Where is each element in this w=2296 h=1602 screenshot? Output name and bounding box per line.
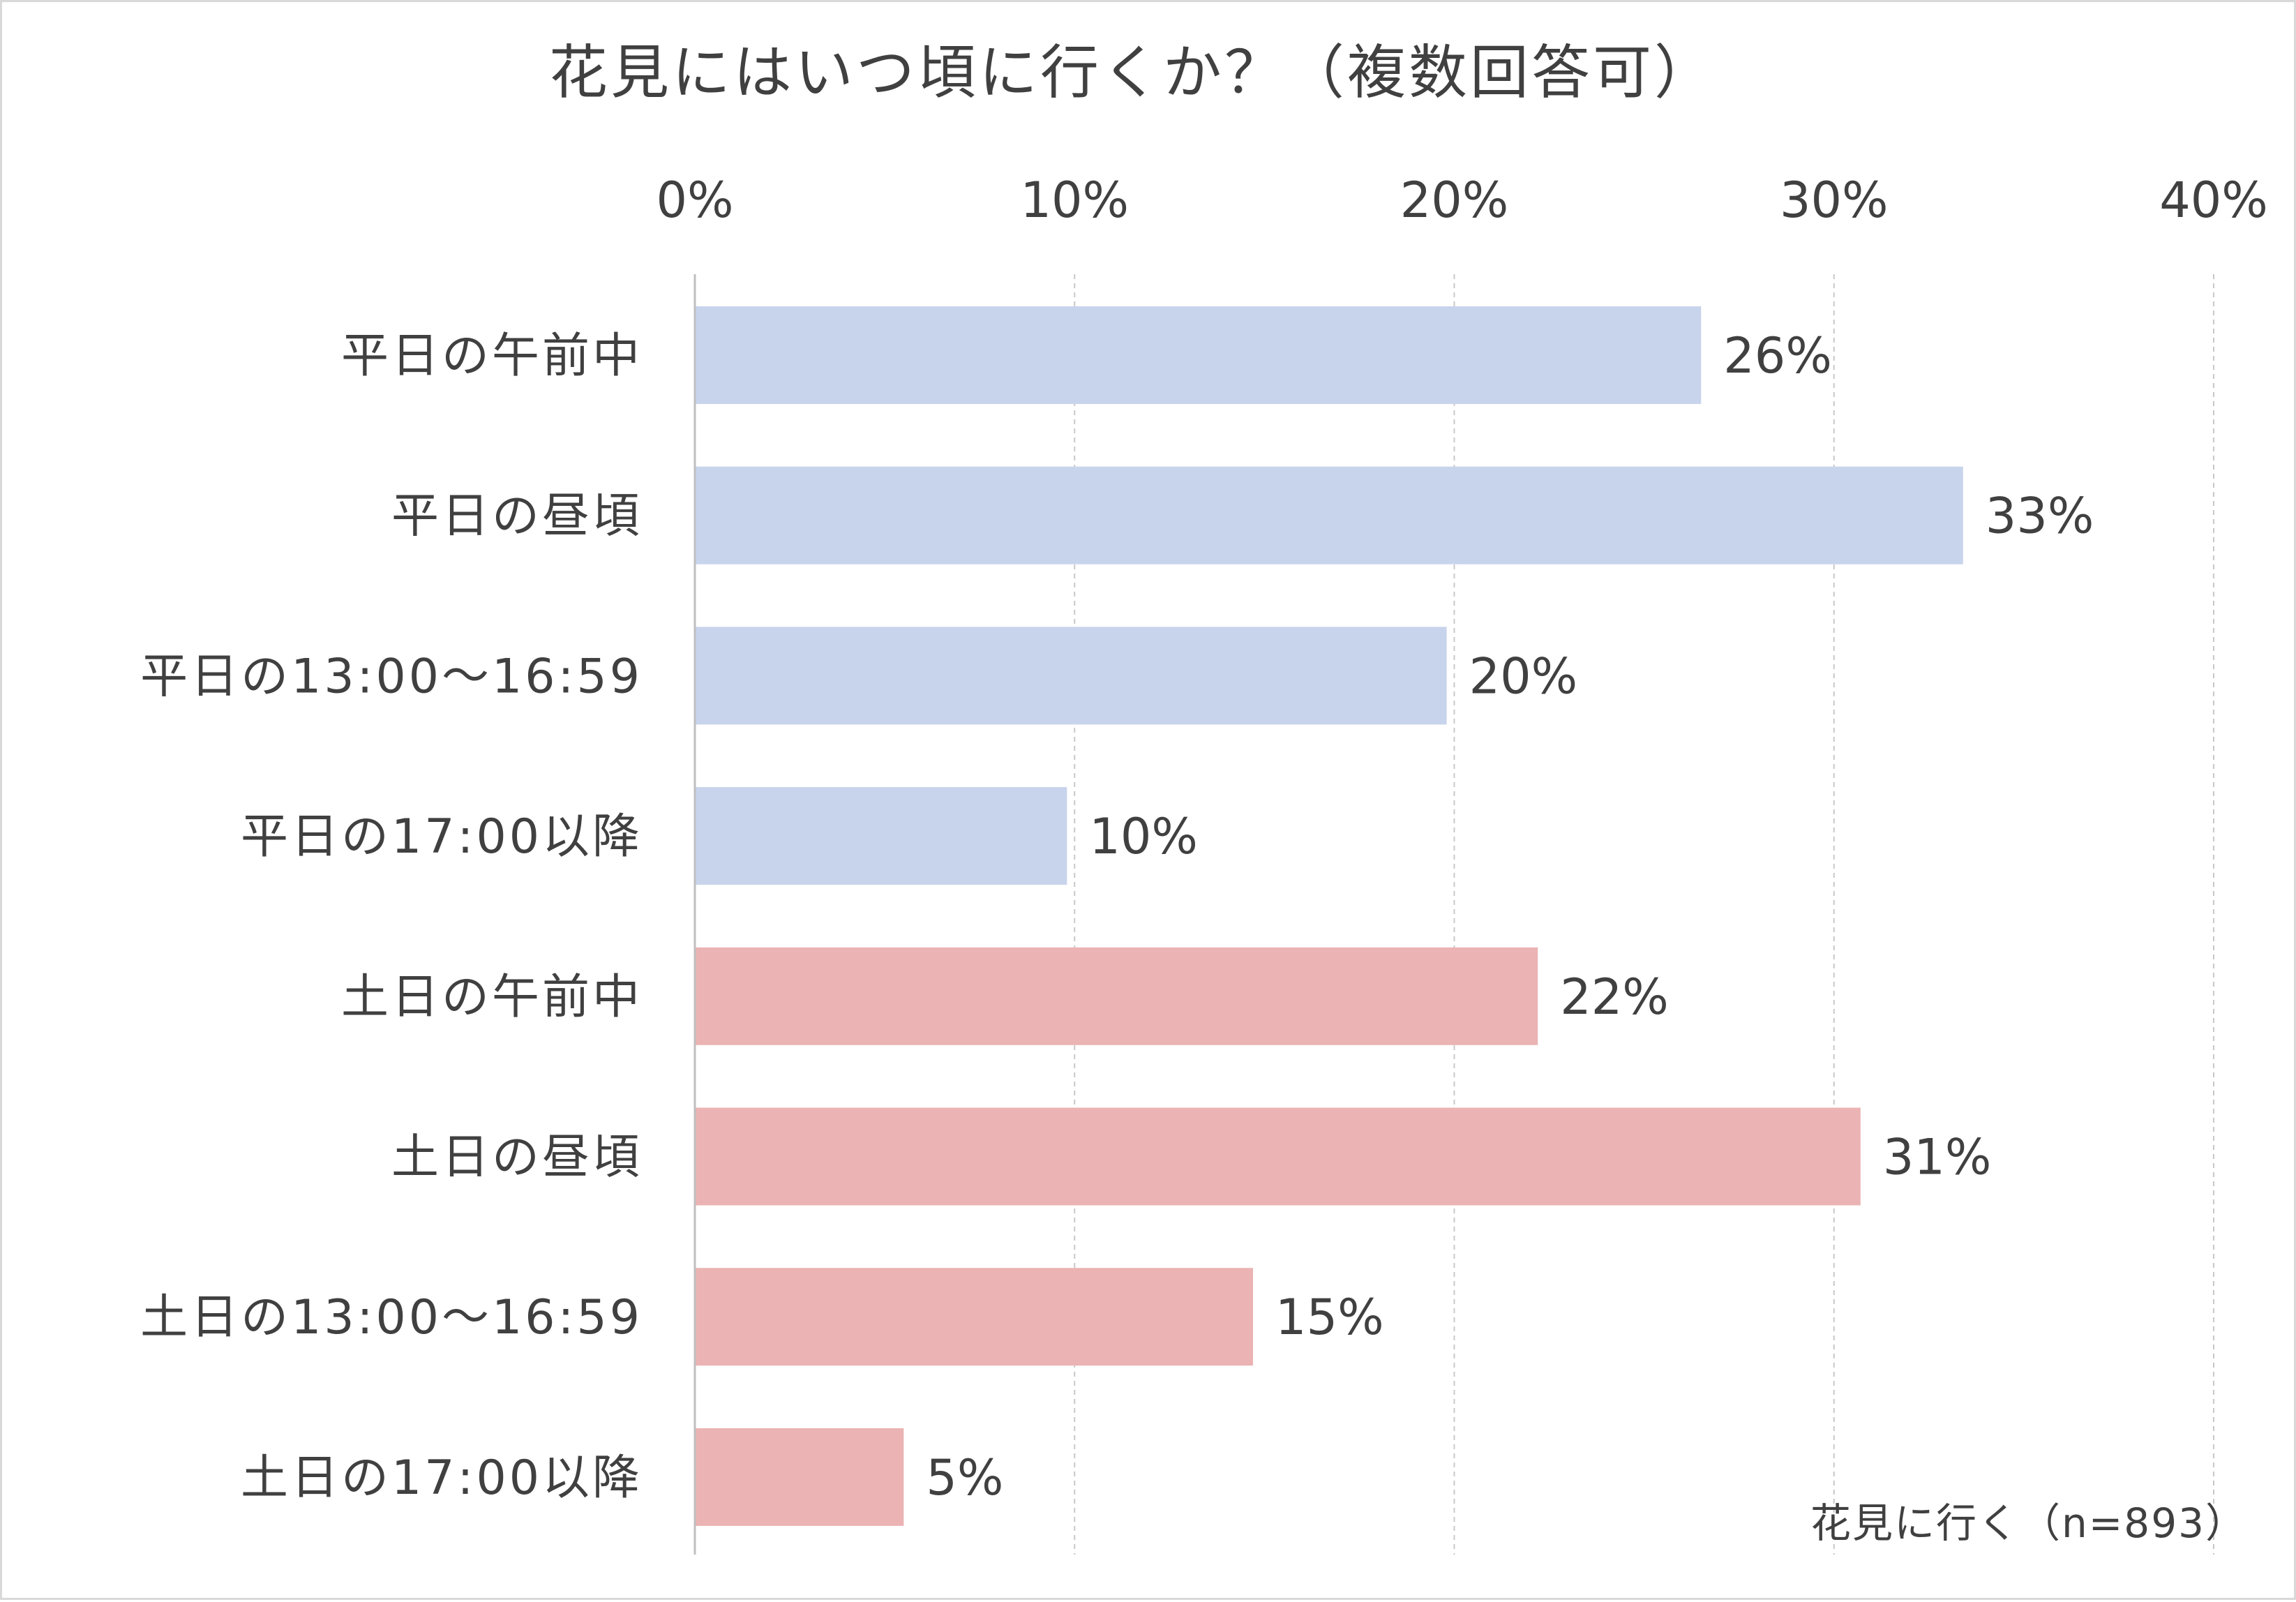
bar — [695, 1107, 1861, 1206]
category-label: 平日の午前中 — [341, 329, 643, 384]
bar — [695, 947, 1538, 1045]
value-labels: 26% 33% 20% 10% 22% 31% 15% 5% — [926, 327, 2094, 1506]
bar — [695, 1268, 1254, 1366]
chart-title: 花見にはいつ頃に行くか？（複数回答可） — [549, 38, 1716, 107]
value-label: 33% — [1986, 488, 2094, 545]
bar — [695, 306, 1702, 404]
category-label: 平日の13:00～16:59 — [140, 649, 643, 704]
x-axis-ticks: 0% 10% 20% 30% 40% — [656, 172, 2267, 229]
category-label: 土日の午前中 — [341, 970, 643, 1025]
value-label: 26% — [1723, 327, 1832, 384]
x-tick-label: 0% — [656, 172, 733, 229]
bar — [695, 627, 1447, 725]
value-label: 20% — [1469, 647, 1578, 705]
category-label: 土日の13:00～16:59 — [140, 1290, 643, 1345]
value-label: 10% — [1089, 808, 1198, 865]
category-label: 土日の17:00以降 — [241, 1451, 643, 1506]
x-tick-label: 10% — [1020, 172, 1129, 229]
value-label: 15% — [1275, 1289, 1384, 1346]
category-label: 平日の昼頃 — [391, 489, 643, 544]
bar — [695, 1428, 904, 1526]
x-tick-label: 40% — [2159, 172, 2268, 229]
value-label: 5% — [926, 1449, 1003, 1506]
category-label: 土日の昼頃 — [391, 1130, 643, 1185]
bar — [695, 787, 1067, 885]
bar — [695, 466, 1963, 564]
x-tick-label: 20% — [1400, 172, 1509, 229]
x-tick-label: 30% — [1780, 172, 1889, 229]
value-label: 31% — [1883, 1129, 1992, 1186]
value-label: 22% — [1560, 968, 1669, 1026]
sample-size-note: 花見に行く（n=893） — [1810, 1499, 2247, 1547]
category-label: 平日の17:00以降 — [241, 809, 643, 864]
bars — [695, 306, 1963, 1526]
